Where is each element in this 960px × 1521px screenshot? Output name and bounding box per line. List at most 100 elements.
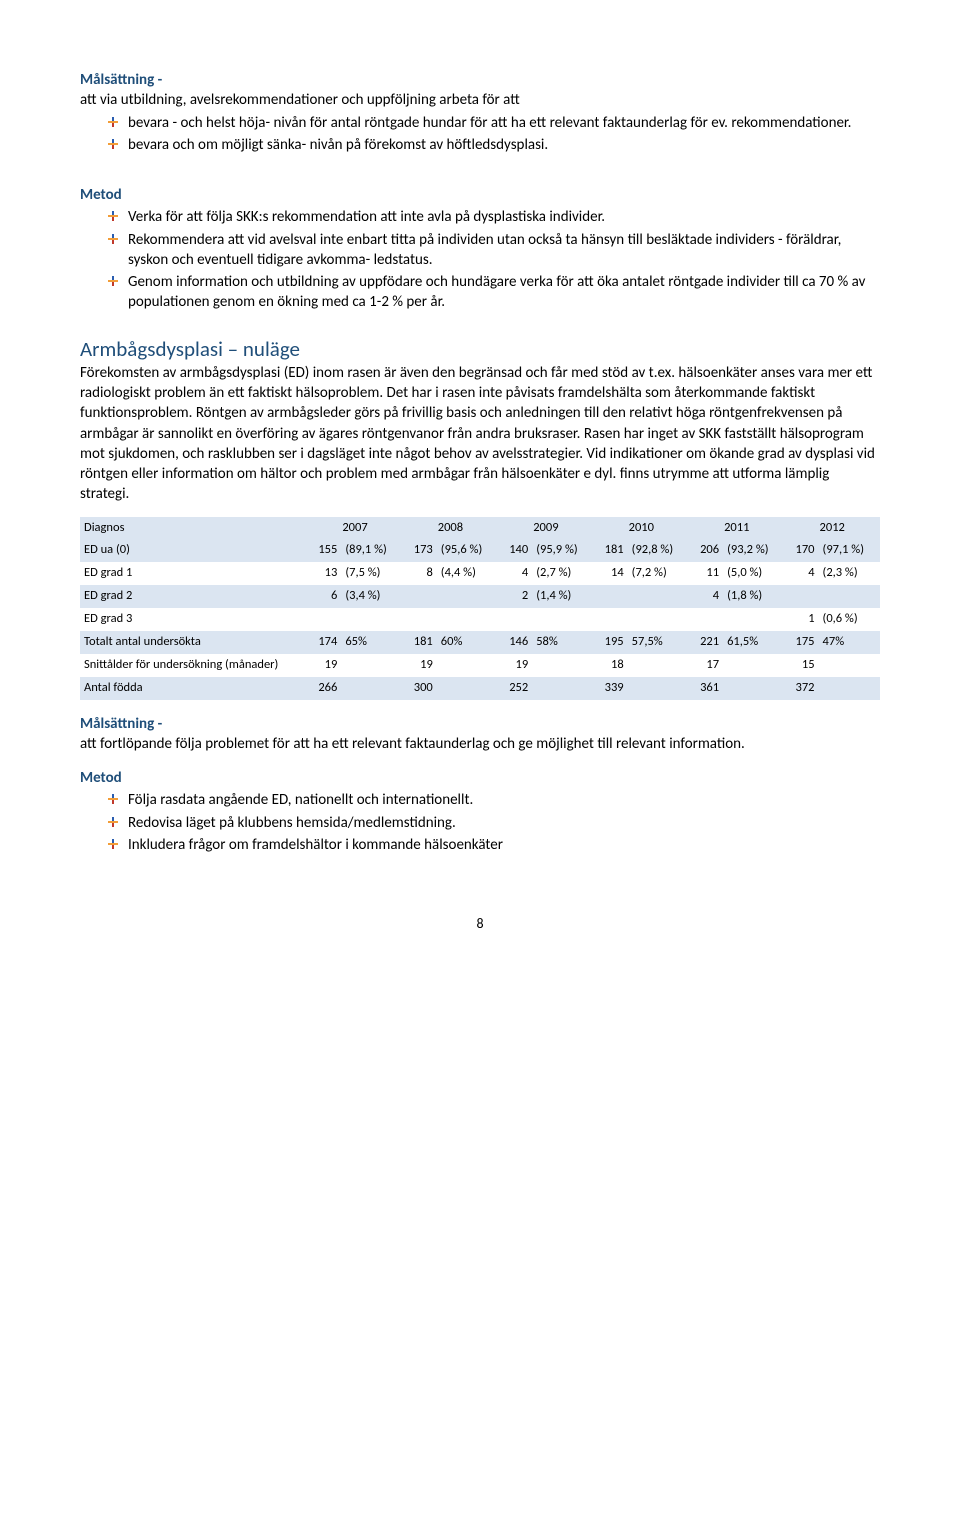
table-cell-count: 14 (594, 562, 628, 585)
list-bullet-icon (108, 139, 118, 149)
table-cell-count: 266 (307, 677, 341, 700)
table-cell-pct (532, 677, 593, 700)
table-cell-count: 181 (403, 631, 437, 654)
armbag-paragraph: Förekomsten av armbågsdysplasi (ED) inom… (80, 363, 880, 505)
table-cell-count (403, 585, 437, 608)
table-cell-count: 300 (403, 677, 437, 700)
table-header-year: 2007 (307, 517, 402, 540)
list-item: bevara och om möjligt sänka- nivån på fö… (80, 135, 880, 155)
table-cell-count: 8 (403, 562, 437, 585)
table-cell-pct (819, 677, 880, 700)
list-item-text: Genom information och utbildning av uppf… (128, 273, 865, 311)
table-cell-count: 17 (689, 654, 723, 677)
list-bullet-icon (108, 817, 118, 827)
table-cell-count: 206 (689, 539, 723, 562)
table-row: Totalt antal undersökta17465%18160%14658… (80, 631, 880, 654)
table-row-label: ED grad 2 (80, 585, 307, 608)
table-cell-pct (341, 677, 402, 700)
list-bullet-icon (108, 276, 118, 286)
table-header-year: 2011 (689, 517, 784, 540)
table-cell-pct: (92,8 %) (628, 539, 689, 562)
table-cell-pct (341, 608, 402, 631)
table-cell-count: 19 (307, 654, 341, 677)
ed-diagnosis-table: Diagnos200720082009201020112012ED ua (0)… (80, 517, 880, 700)
table-cell-pct (628, 608, 689, 631)
list-item: Inkludera frågor om framdelshältor i kom… (80, 835, 880, 855)
table-cell-pct: 61,5% (723, 631, 784, 654)
table-cell-pct (723, 654, 784, 677)
table-cell-pct (341, 654, 402, 677)
table-cell-pct: (0,6 %) (819, 608, 880, 631)
list-bullet-icon (108, 117, 118, 127)
intro-text-2: att fortlöpande följa problemet för att … (80, 734, 880, 754)
heading-malsattning-1: Målsättning - (80, 70, 880, 90)
list-item-text: Verka för att följa SKK:s rekommendation… (128, 208, 605, 226)
table-cell-pct: 47% (819, 631, 880, 654)
table-cell-count (594, 585, 628, 608)
page-number: 8 (80, 915, 880, 934)
table-row: ED grad 31(0,6 %) (80, 608, 880, 631)
table-cell-count: 221 (689, 631, 723, 654)
table-header-row: Diagnos200720082009201020112012 (80, 517, 880, 540)
table-cell-pct: 65% (341, 631, 402, 654)
table-row: ED ua (0)155(89,1 %)173(95,6 %)140(95,9 … (80, 539, 880, 562)
table-cell-pct (437, 654, 498, 677)
heading-metod-1: Metod (80, 185, 880, 205)
list-item: Verka för att följa SKK:s rekommendation… (80, 207, 880, 227)
list-item-text: Redovisa läget på klubbens hemsida/medle… (128, 814, 456, 832)
table-cell-count: 4 (784, 562, 818, 585)
table-cell-pct: 57,5% (628, 631, 689, 654)
table-cell-pct (628, 654, 689, 677)
list-item-text: bevara - och helst höja- nivån för antal… (128, 114, 851, 132)
table-cell-pct (437, 677, 498, 700)
table-cell-pct: (7,5 %) (341, 562, 402, 585)
table-cell-pct (819, 654, 880, 677)
table-cell-pct (628, 677, 689, 700)
table-header-year: 2010 (594, 517, 689, 540)
table-row-label: Antal födda (80, 677, 307, 700)
list-item: Genom information och utbildning av uppf… (80, 272, 880, 313)
list-bullet-icon (108, 794, 118, 804)
table-row-label: ED ua (0) (80, 539, 307, 562)
table-cell-pct: (7,2 %) (628, 562, 689, 585)
table-cell-count (594, 608, 628, 631)
bullet-list-metod-2: Följa rasdata angående ED, nationellt oc… (80, 790, 880, 855)
table-cell-pct: (93,2 %) (723, 539, 784, 562)
table-cell-count (403, 608, 437, 631)
list-item: Rekommendera att vid avelsval inte enbar… (80, 230, 880, 271)
table-cell-count: 15 (784, 654, 818, 677)
table-cell-pct: (2,3 %) (819, 562, 880, 585)
table-cell-count (498, 608, 532, 631)
table-header-year: 2012 (784, 517, 880, 540)
list-item-text: Rekommendera att vid avelsval inte enbar… (128, 231, 841, 269)
table-cell-pct: (89,1 %) (341, 539, 402, 562)
table-cell-count: 19 (403, 654, 437, 677)
table-cell-count: 18 (594, 654, 628, 677)
table-cell-count: 140 (498, 539, 532, 562)
table-cell-count: 19 (498, 654, 532, 677)
table-cell-pct (532, 608, 593, 631)
table-header-diagnos: Diagnos (80, 517, 307, 540)
table-cell-count: 195 (594, 631, 628, 654)
table-row: ED grad 26(3,4 %)2(1,4 %)4(1,8 %) (80, 585, 880, 608)
table-cell-pct: (2,7 %) (532, 562, 593, 585)
table-cell-count: 2 (498, 585, 532, 608)
table-cell-pct (723, 677, 784, 700)
table-row: Snittålder för undersökning (månader)191… (80, 654, 880, 677)
table-cell-count: 175 (784, 631, 818, 654)
table-cell-count: 174 (307, 631, 341, 654)
table-cell-count: 4 (689, 585, 723, 608)
heading-malsattning-2: Målsättning - (80, 714, 880, 734)
table-cell-count: 11 (689, 562, 723, 585)
list-bullet-icon (108, 839, 118, 849)
table-row: Antal födda266300252339361372 (80, 677, 880, 700)
table-cell-pct: (1,4 %) (532, 585, 593, 608)
table-cell-pct (628, 585, 689, 608)
heading-armbagsdysplasi: Armbågsdysplasi – nuläge (80, 335, 880, 363)
table-cell-pct (723, 608, 784, 631)
table-cell-count: 13 (307, 562, 341, 585)
table-cell-pct (437, 585, 498, 608)
table-cell-pct: 58% (532, 631, 593, 654)
table-cell-count: 146 (498, 631, 532, 654)
table-row: ED grad 113(7,5 %)8(4,4 %)4(2,7 %)14(7,2… (80, 562, 880, 585)
